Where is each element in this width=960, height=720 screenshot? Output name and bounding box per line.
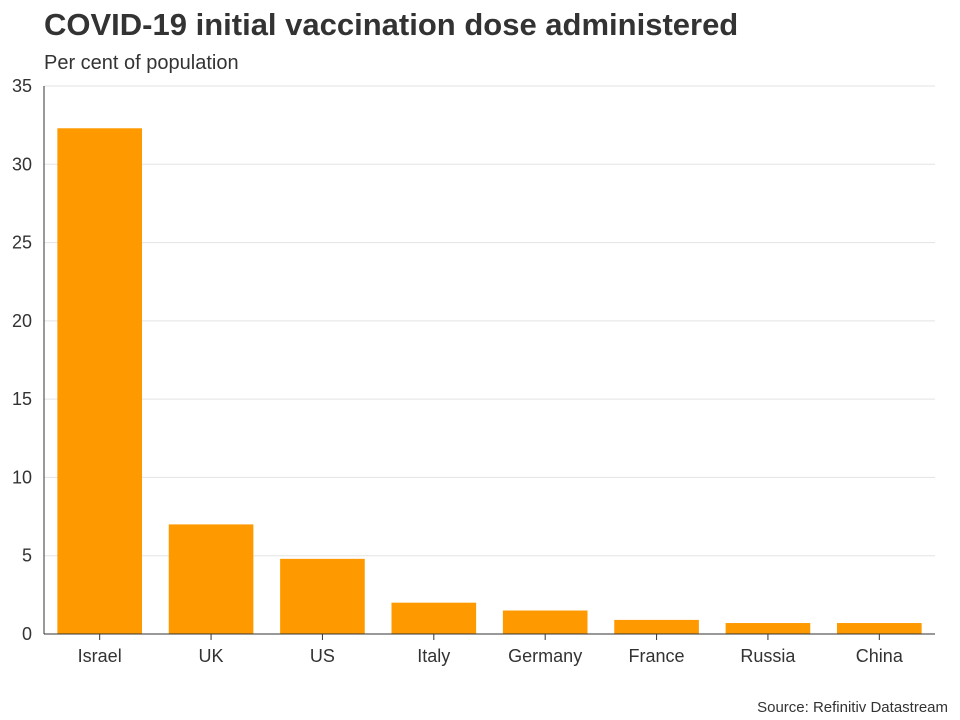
x-tick-label: UK xyxy=(199,646,224,666)
bar-china xyxy=(836,623,922,634)
gridlines xyxy=(44,85,935,557)
bar-israel xyxy=(57,128,143,634)
y-tick-label: 0 xyxy=(22,624,32,644)
x-tick-label: France xyxy=(629,646,685,666)
x-tick-label: China xyxy=(856,646,904,666)
x-tick-label: US xyxy=(310,646,335,666)
y-axis-ticks: 0 5 10 15 20 25 30 35 xyxy=(12,76,32,644)
x-tick-label: Italy xyxy=(417,646,450,666)
y-tick-label: 10 xyxy=(12,467,32,487)
x-axis-ticks: Israel UK US Italy Germany France Russia China xyxy=(78,634,904,666)
x-tick-label: Germany xyxy=(508,646,582,666)
bar-russia xyxy=(725,623,811,634)
y-tick-label: 25 xyxy=(12,233,32,253)
chart-subtitle: Per cent of population xyxy=(44,52,239,74)
y-tick-label: 15 xyxy=(12,389,32,409)
source-note: Source: Refinitiv Datastream xyxy=(757,699,948,716)
x-tick-label: Russia xyxy=(740,646,796,666)
y-tick-label: 5 xyxy=(22,546,32,566)
bar-italy xyxy=(391,602,477,634)
y-tick-label: 20 xyxy=(12,311,32,331)
chart-title: COVID-19 initial vaccination dose admini… xyxy=(44,7,739,42)
bars xyxy=(57,128,922,634)
bar-france xyxy=(614,619,699,634)
bar-germany xyxy=(502,610,588,634)
axes xyxy=(43,86,935,635)
bar-uk xyxy=(168,524,254,634)
bar-us xyxy=(280,558,365,634)
y-tick-label: 35 xyxy=(12,76,32,96)
y-tick-label: 30 xyxy=(12,154,32,174)
x-tick-label: Israel xyxy=(78,646,122,666)
